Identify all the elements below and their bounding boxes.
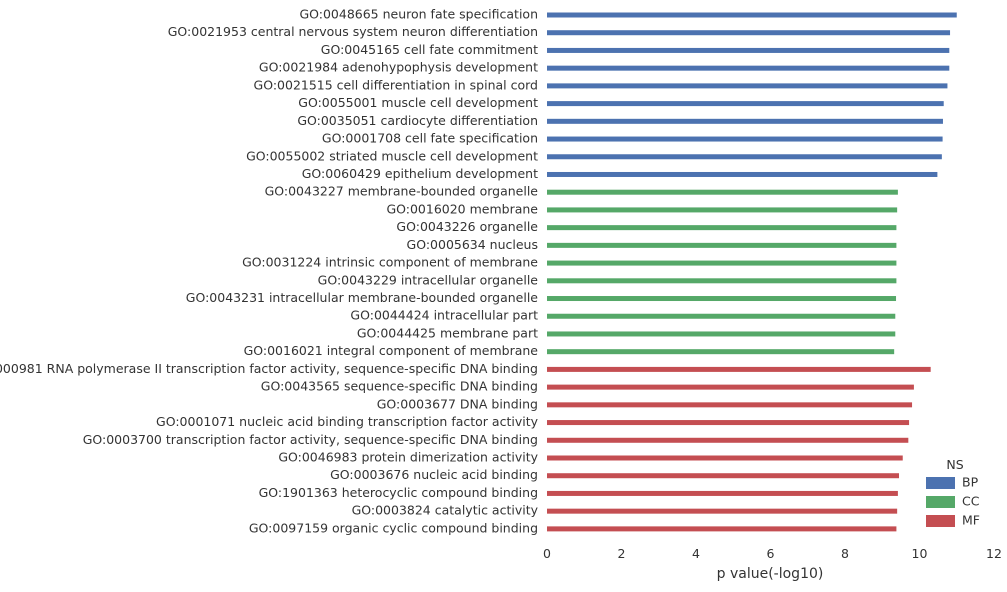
bar <box>547 171 938 177</box>
bar <box>547 136 943 142</box>
bar <box>547 65 950 71</box>
category-labels-layer: GO:0048665 neuron fate specification GO:0… <box>0 7 539 536</box>
x-tick-label: 6 <box>767 546 775 561</box>
bar <box>547 47 950 53</box>
bar <box>547 154 942 160</box>
category-label: GO:0003824 catalytic activity <box>352 503 539 518</box>
x-tick-label: 4 <box>692 546 700 561</box>
bar <box>547 242 897 248</box>
bar <box>547 420 910 426</box>
category-label: GO:0021953 central nervous system neuron… <box>168 24 538 39</box>
legend-label-cc: CC <box>962 494 980 509</box>
category-label: GO:0043565 sequence-specific DNA binding <box>261 379 538 394</box>
category-label: GO:0016020 membrane <box>386 201 538 216</box>
bar <box>547 118 943 124</box>
bar <box>547 473 900 479</box>
category-label: GO:0003700 transcription factor activity… <box>83 432 538 447</box>
category-label: GO:0016021 integral component of membran… <box>244 343 539 358</box>
category-label: GO:0003677 DNA binding <box>377 396 538 411</box>
bars-layer <box>547 12 957 532</box>
category-label: GO:0043231 intracellular membrane-bounde… <box>186 290 539 305</box>
category-label: GO:0044424 intracellular part <box>350 308 538 323</box>
category-label: GO:0048665 neuron fate specification <box>299 7 538 22</box>
bar <box>547 12 957 18</box>
category-label: GO:0043227 membrane-bounded organelle <box>265 184 539 199</box>
category-label: GO:0060429 epithelium development <box>302 166 538 181</box>
x-tick-label: 2 <box>618 546 626 561</box>
legend-entries: BP CC MF <box>926 475 980 528</box>
category-label: GO:0043229 intracellular organelle <box>318 272 539 287</box>
bar <box>547 526 897 532</box>
category-label: GO:0021984 adenohypophysis development <box>259 60 538 75</box>
category-label: GO:0000981 RNA polymerase II transcripti… <box>0 361 538 376</box>
category-label: GO:1901363 heterocyclic compound binding <box>259 485 538 500</box>
legend-label-bp: BP <box>962 475 979 490</box>
bar <box>547 349 895 355</box>
x-tick-label: 10 <box>912 546 928 561</box>
bar <box>547 490 898 496</box>
bar <box>547 313 896 319</box>
category-label: GO:0031224 intrinsic component of membra… <box>242 255 538 270</box>
category-label: GO:0055002 striated muscle cell developm… <box>246 148 538 163</box>
x-tick-label: 8 <box>841 546 849 561</box>
bar <box>547 402 913 408</box>
category-label: GO:0001708 cell fate specification <box>322 131 538 146</box>
category-label: GO:0045165 cell fate commitment <box>321 42 538 57</box>
bar <box>547 296 897 302</box>
bar <box>547 83 948 89</box>
bar <box>547 384 914 390</box>
x-tick-label: 0 <box>543 546 551 561</box>
x-axis-title: p value(-log10) <box>717 566 824 582</box>
legend-title: NS <box>946 457 963 472</box>
category-label: GO:0043226 organelle <box>396 219 538 234</box>
bar <box>547 508 898 514</box>
x-axis: 0 2 4 6 8 10 12 <box>543 546 1002 561</box>
category-label: GO:0005634 nucleus <box>407 237 538 252</box>
legend-swatch-mf <box>926 515 955 527</box>
bar <box>547 331 896 337</box>
legend-swatch-cc <box>926 496 955 508</box>
legend-label-mf: MF <box>962 513 980 528</box>
category-label: GO:0021515 cell differentiation in spina… <box>254 77 538 92</box>
category-label: GO:0097159 organic cyclic compound bindi… <box>249 520 538 535</box>
bar <box>547 260 897 266</box>
bar <box>547 455 903 461</box>
x-tick-label: 12 <box>986 546 1002 561</box>
category-label: GO:0001071 nucleic acid binding transcri… <box>156 414 539 429</box>
bar <box>547 30 951 36</box>
legend: NS BP CC MF <box>926 457 980 528</box>
bar <box>547 101 944 107</box>
category-label: GO:0035051 cardiocyte differentiation <box>297 113 538 128</box>
bar <box>547 207 898 213</box>
category-label: GO:0003676 nucleic acid binding <box>330 467 538 482</box>
category-label: GO:0046983 protein dimerization activity <box>278 450 538 465</box>
bar <box>547 366 931 372</box>
bar <box>547 189 898 195</box>
bar <box>547 437 909 443</box>
bar <box>547 278 897 284</box>
category-label: GO:0055001 muscle cell development <box>298 95 538 110</box>
category-label: GO:0044425 membrane part <box>357 325 538 340</box>
bar <box>547 225 897 231</box>
legend-swatch-bp <box>926 477 955 489</box>
